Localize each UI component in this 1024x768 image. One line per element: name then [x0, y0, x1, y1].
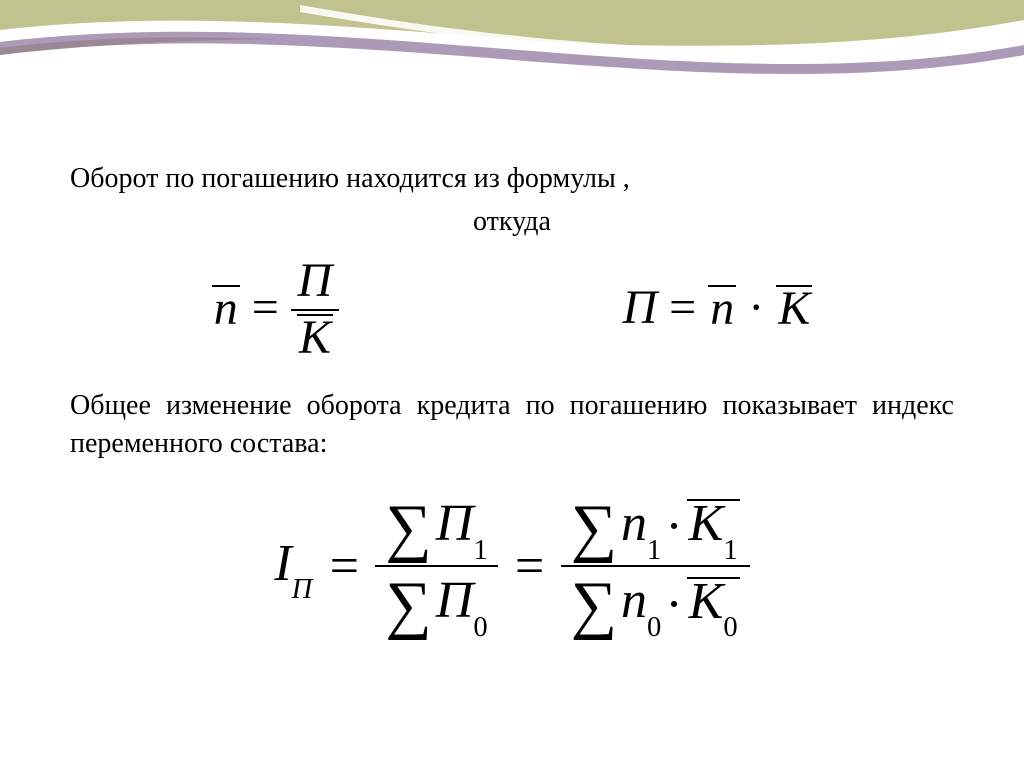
subscript-1: 1 [473, 535, 487, 566]
body-line-3: Общее изменение оборота кредита по погаш… [70, 387, 954, 463]
sigma-icon: ∑ [385, 502, 431, 554]
subscript-0c: 0 [723, 612, 737, 643]
var-K-num: K [689, 495, 724, 552]
var-Pi: П [298, 256, 333, 306]
var-K-2: K [776, 287, 812, 330]
equals-sign: = [252, 280, 279, 335]
equals-sign-3: = [326, 537, 361, 596]
dot-op: · [748, 280, 764, 335]
subscript-Pi: П [292, 574, 313, 605]
sigma-icon-2: ∑ [385, 579, 431, 631]
var-n-den: n [621, 572, 647, 629]
dot-op-3: · [665, 578, 682, 633]
subscript-1b: 1 [647, 535, 661, 566]
sigma-icon-3: ∑ [571, 502, 617, 554]
var-K: K [297, 316, 333, 359]
subscript-0: 0 [473, 612, 487, 643]
formula-Pi: П = n · K [622, 280, 812, 335]
decorative-swoosh [0, 0, 1024, 120]
var-Pi-den: П [436, 572, 474, 629]
var-n-2: n [708, 287, 736, 330]
subscript-0b: 0 [647, 612, 661, 643]
dot-op-2: · [665, 500, 682, 555]
var-K-den: K [689, 573, 724, 630]
sigma-icon-4: ∑ [571, 579, 617, 631]
equals-sign-4: = [512, 537, 547, 596]
slide-content: Оборот по погашению находится из формулы… [70, 160, 954, 640]
formula-index: IП = ∑ П1 ∑ П0 = ∑ n1 · K1 [70, 493, 954, 640]
formula-row-1: n = П K П = n [70, 256, 954, 360]
subscript-1c: 1 [723, 535, 737, 566]
formula-n-bar: n = П K [212, 256, 339, 360]
intro-line-1: Оборот по погашению находится из формулы… [70, 160, 954, 198]
intro-line-2: откуда [70, 206, 954, 238]
var-I: I [274, 535, 291, 592]
var-n: n [212, 287, 240, 330]
var-n-num: n [621, 495, 647, 552]
equals-sign-2: = [669, 280, 696, 335]
var-Pi-num: П [436, 495, 474, 552]
var-Pi-2: П [622, 280, 657, 335]
